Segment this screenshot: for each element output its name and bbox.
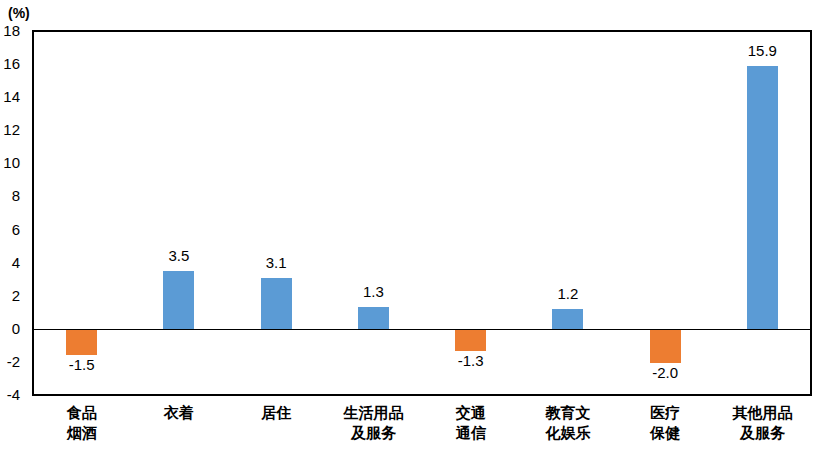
chart-bar bbox=[650, 330, 681, 363]
chart-bar bbox=[66, 330, 97, 355]
x-axis-category-label: 医疗 保健 bbox=[617, 403, 714, 443]
chart-bar bbox=[552, 309, 583, 329]
y-axis-unit-label: (%) bbox=[8, 5, 30, 21]
y-axis-tick-label: 2 bbox=[0, 287, 20, 305]
x-axis-category-label: 交通 通信 bbox=[422, 403, 519, 443]
x-axis-category-label: 教育文 化娱乐 bbox=[519, 403, 616, 443]
x-axis-category-label: 其他用品 及服务 bbox=[714, 403, 811, 443]
y-axis-tick-label: -2 bbox=[0, 353, 20, 371]
chart-bar bbox=[163, 271, 194, 329]
y-axis-tick-label: 4 bbox=[0, 254, 20, 272]
y-axis-tick-label: 18 bbox=[0, 22, 20, 40]
bar-value-label: 1.2 bbox=[538, 285, 598, 303]
chart-bar bbox=[747, 66, 778, 329]
bar-value-label: 3.1 bbox=[246, 254, 306, 272]
y-axis-tick-label: 10 bbox=[0, 154, 20, 172]
chart-bar bbox=[358, 307, 389, 329]
x-axis-category-label: 食品 烟酒 bbox=[33, 403, 130, 443]
bar-value-label: 1.3 bbox=[343, 283, 403, 301]
y-axis-tick-label: 12 bbox=[0, 121, 20, 139]
y-axis-tick-label: 6 bbox=[0, 221, 20, 239]
x-axis-category-label: 居住 bbox=[228, 403, 325, 423]
y-axis-tick-label: 16 bbox=[0, 55, 20, 73]
y-axis-tick-label: 14 bbox=[0, 88, 20, 106]
y-axis-tick-label: -4 bbox=[0, 386, 20, 404]
bar-value-label: 3.5 bbox=[149, 247, 209, 265]
zero-axis-line bbox=[34, 329, 810, 330]
bar-value-label: -2.0 bbox=[635, 364, 695, 382]
x-axis-category-label: 生活用品 及服务 bbox=[325, 403, 422, 443]
bar-value-label: 15.9 bbox=[732, 42, 792, 60]
chart-bar bbox=[455, 330, 486, 351]
plot-area bbox=[32, 30, 812, 396]
chart-bar bbox=[261, 278, 292, 329]
x-axis-category-label: 衣着 bbox=[130, 403, 227, 423]
y-axis-tick-label: 8 bbox=[0, 187, 20, 205]
bar-chart: (%) 18 16 14 12 10 8 6 4 2 0 -2 -4 -1.5 食品 烟酒 3.5 衣着 3.1… bbox=[0, 0, 817, 452]
bar-value-label: -1.5 bbox=[52, 356, 112, 374]
bar-value-label: -1.3 bbox=[441, 352, 501, 370]
y-axis-tick-label: 0 bbox=[0, 320, 20, 338]
